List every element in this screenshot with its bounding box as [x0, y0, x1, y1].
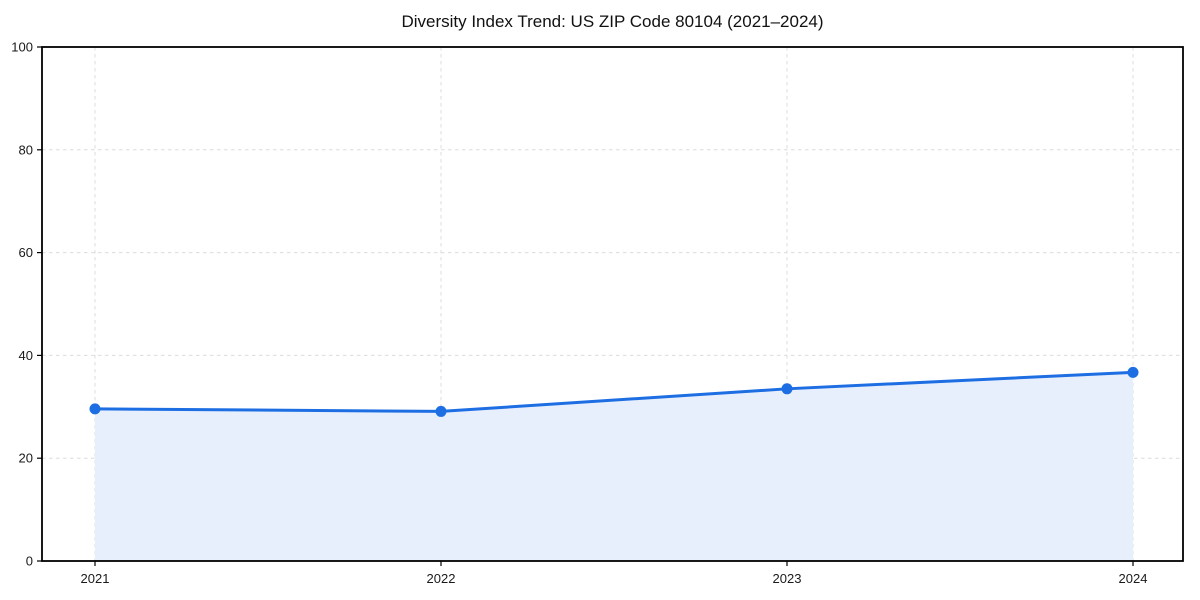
x-tick-label: 2022	[427, 571, 456, 586]
chart-title: Diversity Index Trend: US ZIP Code 80104…	[401, 12, 824, 31]
y-tick-label: 100	[11, 40, 33, 55]
x-tick-label: 2023	[773, 571, 802, 586]
trend-line-path	[93, 370, 1135, 413]
axes-frame	[37, 46, 1184, 566]
x-tick-label: 2024	[1119, 571, 1148, 586]
x-tick-label: 2021	[81, 571, 110, 586]
y-tick-label: 20	[19, 451, 33, 466]
data-point-2022	[435, 405, 447, 417]
area-fill	[95, 372, 1133, 561]
y-tick-label: 60	[19, 245, 33, 260]
plot-border	[41, 46, 1184, 562]
data-point-2024	[1127, 366, 1139, 378]
y-tick-label: 80	[19, 142, 33, 157]
y-tick-label: 0	[26, 554, 33, 569]
trend-line	[93, 370, 1135, 413]
y-tick-label: 40	[19, 348, 33, 363]
area-fill-shape	[95, 372, 1133, 561]
data-point-2021	[89, 403, 101, 415]
tick-labels: 0 20 40 60 80 100 2021 2022 2023 2024	[11, 40, 1147, 587]
data-points	[89, 366, 1139, 417]
data-point-2023	[781, 383, 793, 395]
